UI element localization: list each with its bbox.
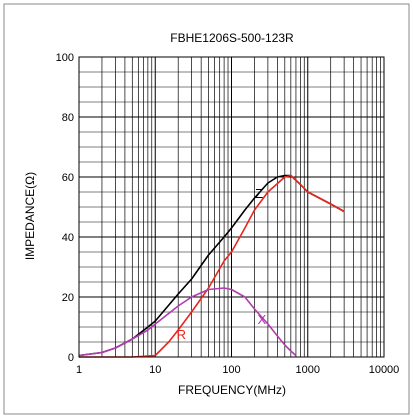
y-tick-label: 20 <box>62 292 74 304</box>
x-tick-label: 100 <box>222 364 240 376</box>
x-tick-label: 1000 <box>296 364 320 376</box>
series-line-x <box>78 287 297 357</box>
series-label-x: X <box>258 312 267 327</box>
tick-labels: 1 10 100 1000 10000 0 20 40 60 80 100 <box>56 52 400 376</box>
x-tick-label: 1 <box>76 364 82 376</box>
y-tick-label: 80 <box>62 112 74 124</box>
series-label-r: R <box>177 327 186 342</box>
y-axis-title: IMPEDANCE(Ω) <box>23 172 37 260</box>
x-tick-label: 10 <box>149 364 161 376</box>
series-line-r <box>79 174 345 358</box>
series-label-z: Z <box>255 186 263 201</box>
series-layer <box>78 174 345 358</box>
x-tick-label: 10000 <box>369 364 400 376</box>
series-labels: Z R X <box>177 186 267 342</box>
y-tick-label: 60 <box>62 172 74 184</box>
chart-border <box>3 3 410 415</box>
y-tick-label: 40 <box>62 232 74 244</box>
y-tick-label: 100 <box>56 52 74 64</box>
plot-area-frame <box>78 56 385 358</box>
chart-title: FBHE1206S-500-123R <box>170 31 294 45</box>
x-axis-title: FREQUENCY(MHz) <box>178 383 286 397</box>
grid <box>79 57 384 357</box>
y-tick-label: 0 <box>68 352 74 364</box>
